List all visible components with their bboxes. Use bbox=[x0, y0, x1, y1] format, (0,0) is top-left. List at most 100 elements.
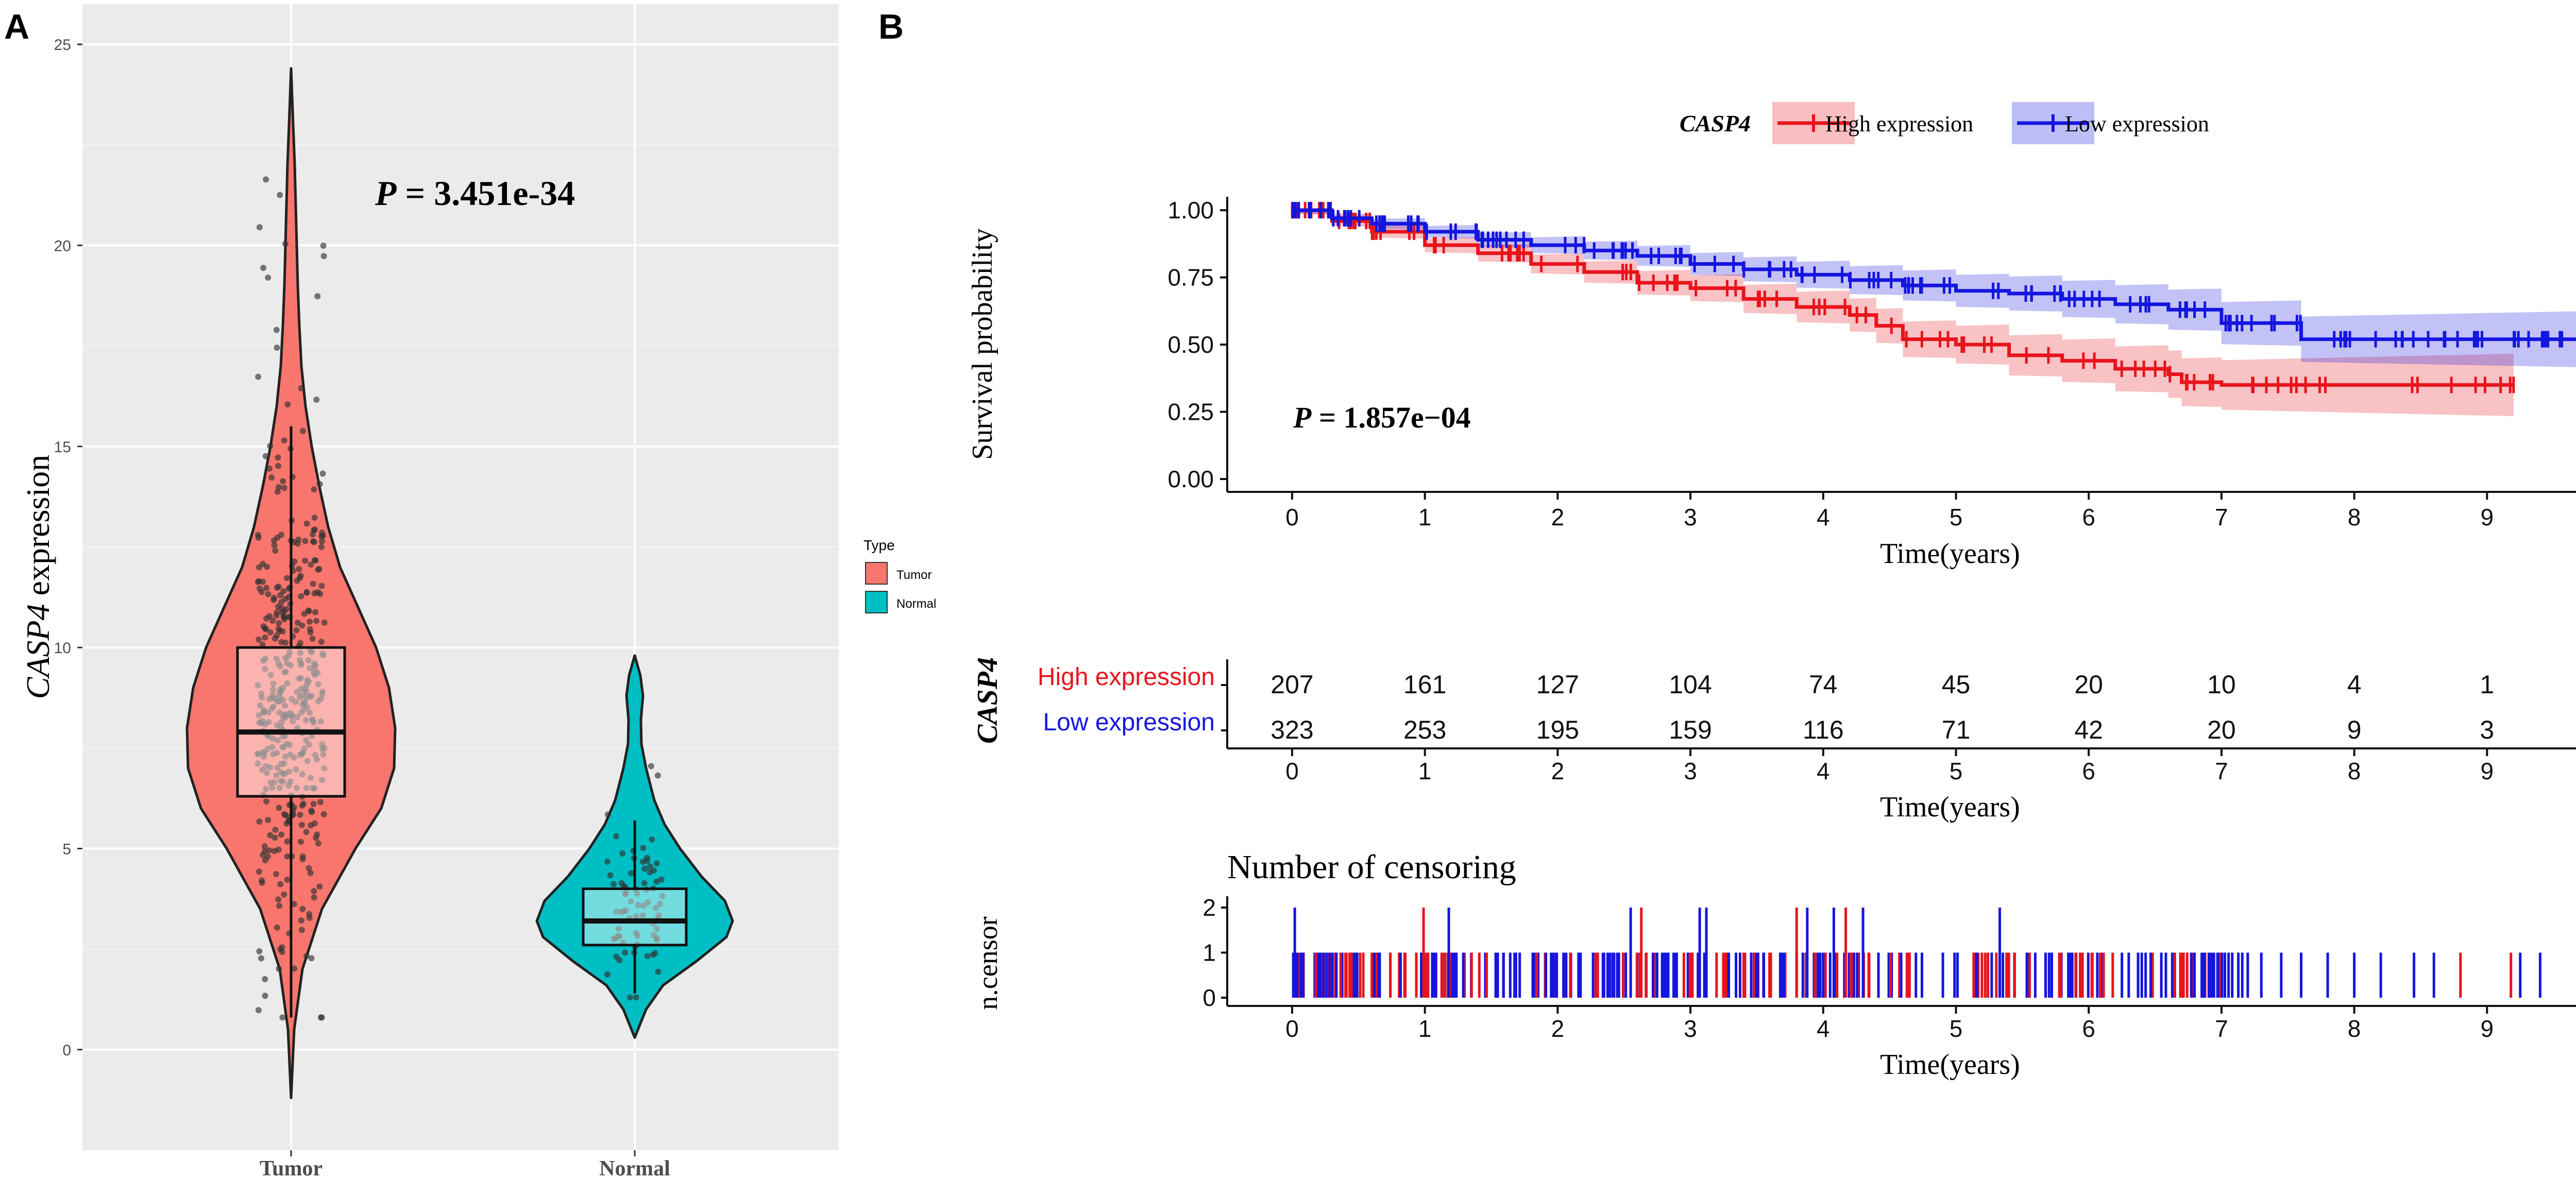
tumor-point bbox=[311, 514, 318, 521]
survival-p-text: = 1.857e−04 bbox=[1311, 401, 1470, 434]
normal-point bbox=[655, 968, 662, 975]
tumor-point bbox=[311, 486, 317, 493]
normal-point bbox=[654, 772, 661, 779]
tumor-point bbox=[282, 669, 289, 675]
jitter-points bbox=[255, 176, 666, 1021]
tumor-point bbox=[261, 749, 268, 756]
tumor-point bbox=[274, 584, 280, 591]
tumor-point bbox=[265, 719, 272, 725]
y-tick-label: 0.50 bbox=[1167, 331, 1214, 358]
normal-point bbox=[654, 926, 660, 932]
tumor-point bbox=[259, 879, 265, 886]
tumor-point bbox=[258, 589, 265, 595]
tumor-point bbox=[275, 454, 281, 461]
normal-point bbox=[648, 763, 654, 770]
normal-point bbox=[622, 891, 629, 898]
tumor-point bbox=[298, 686, 305, 692]
tumor-point bbox=[276, 784, 283, 791]
tumor-point bbox=[270, 596, 277, 603]
tumor-point bbox=[275, 660, 282, 667]
tumor-point bbox=[306, 911, 313, 917]
tumor-point bbox=[270, 680, 277, 687]
tumor-point bbox=[281, 891, 287, 898]
tumor-point bbox=[317, 799, 324, 806]
normal-point bbox=[645, 899, 651, 905]
tumor-point bbox=[273, 612, 280, 619]
tumor-point bbox=[319, 777, 326, 783]
tumor-point bbox=[297, 572, 304, 579]
tumor-point bbox=[270, 750, 277, 757]
tumor-point bbox=[305, 657, 312, 663]
tumor-point bbox=[284, 853, 291, 860]
tumor-point bbox=[269, 784, 276, 791]
tumor-point bbox=[258, 955, 264, 962]
x-tick-label: 6 bbox=[2082, 758, 2095, 784]
normal-point bbox=[640, 902, 647, 909]
tumor-point bbox=[320, 253, 327, 260]
tumor-point bbox=[291, 754, 297, 761]
tumor-point bbox=[284, 876, 291, 883]
normal-point bbox=[653, 878, 660, 885]
x-tick-label: 7 bbox=[2215, 758, 2228, 784]
violin-p-value: P = 3.451e-34 bbox=[375, 174, 575, 213]
tumor-point bbox=[281, 760, 287, 767]
normal-point bbox=[653, 935, 660, 942]
tumor-point bbox=[314, 831, 320, 838]
tumor-point bbox=[297, 650, 303, 656]
tumor-point bbox=[291, 965, 298, 972]
y-tick-label: 20 bbox=[54, 237, 71, 254]
tumor-point bbox=[274, 764, 281, 771]
tumor-point bbox=[310, 538, 316, 545]
tumor-point bbox=[302, 557, 309, 564]
tumor-point bbox=[299, 802, 306, 809]
y-tick-label: 5 bbox=[62, 841, 71, 858]
tumor-point bbox=[283, 575, 290, 582]
tumor-point bbox=[318, 639, 325, 645]
tumor-point bbox=[294, 713, 301, 720]
legend-swatch-normal bbox=[865, 591, 888, 613]
risk-cell: 20 bbox=[2074, 670, 2103, 699]
tumor-point bbox=[260, 265, 267, 271]
normal-point bbox=[647, 863, 653, 870]
tumor-point bbox=[262, 993, 268, 999]
tumor-point bbox=[276, 902, 283, 909]
x-tick-label: 4 bbox=[1817, 1015, 1830, 1042]
tumor-point bbox=[303, 829, 310, 835]
tumor-point bbox=[277, 881, 284, 887]
tumor-point bbox=[306, 865, 312, 872]
tumor-point bbox=[280, 478, 286, 485]
x-tick-label: 2 bbox=[1551, 504, 1565, 531]
tumor-point bbox=[305, 607, 312, 614]
normal-point bbox=[604, 971, 611, 978]
tumor-point bbox=[265, 275, 272, 281]
x-tick-label: 8 bbox=[2348, 758, 2361, 784]
survival-p-prefix: P bbox=[1293, 401, 1312, 434]
tumor-point bbox=[315, 681, 321, 688]
normal-point bbox=[641, 865, 648, 872]
tumor-point bbox=[312, 751, 318, 758]
x-tick-label: 5 bbox=[1950, 1015, 1963, 1042]
tumor-point bbox=[271, 779, 278, 785]
tumor-point bbox=[301, 610, 308, 617]
tumor-point bbox=[273, 327, 280, 333]
x-tick-label: 8 bbox=[2348, 504, 2361, 531]
x-tick-label: 2 bbox=[1551, 758, 1565, 784]
tumor-point bbox=[282, 639, 289, 646]
tumor-point bbox=[291, 901, 297, 908]
y-tick-label: 0.25 bbox=[1167, 399, 1214, 425]
tumor-point bbox=[293, 627, 300, 634]
tumor-point bbox=[261, 843, 268, 849]
survival-legend: CASP4 High expression Low expression bbox=[1680, 102, 2209, 144]
tumor-point bbox=[270, 703, 277, 710]
tumor-point bbox=[319, 470, 326, 477]
tumor-point bbox=[256, 868, 262, 875]
tumor-point bbox=[318, 583, 325, 589]
normal-point bbox=[633, 930, 639, 936]
tumor-point bbox=[264, 745, 271, 752]
risk-cell: 116 bbox=[1803, 715, 1844, 744]
tumor-point bbox=[309, 716, 316, 723]
normal-point bbox=[613, 908, 619, 915]
x-tick-label: 0 bbox=[1285, 758, 1299, 784]
violin-y-label-rest: expression bbox=[20, 455, 56, 604]
tumor-point bbox=[319, 651, 326, 657]
